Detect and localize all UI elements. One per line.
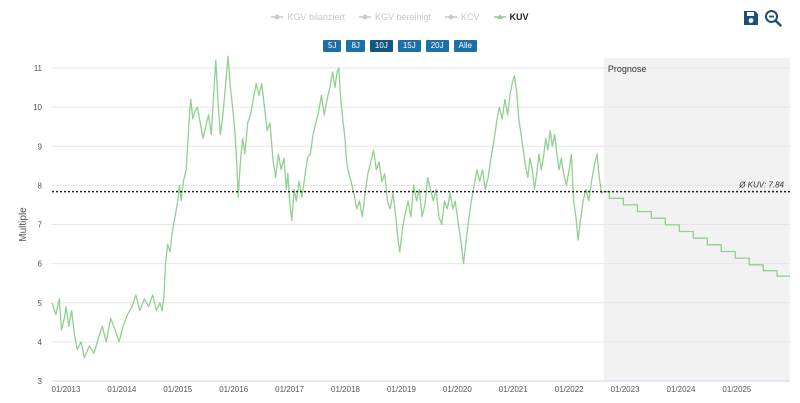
x-tick-label: 01/2013 [52,385,81,394]
floppy-disk-icon[interactable] [742,9,760,27]
x-tick-label: 01/2025 [722,385,751,394]
legend-marker-icon [493,14,506,19]
series-group [51,55,790,359]
kuv-forecast-line [603,190,790,277]
legend-label: KGV bilanziert [287,12,345,22]
x-tick-label: 01/2014 [107,385,136,394]
y-tick-label: 6 [38,260,43,269]
y-tick-label: 5 [38,299,43,308]
x-tick-label: 01/2024 [667,385,696,394]
range-button-alle[interactable]: Alle [453,40,477,52]
x-tick-label: 01/2022 [555,385,584,394]
x-tick-label: 01/2019 [387,385,416,394]
y-tick-label: 11 [34,64,43,73]
forecast-label: Prognose [608,64,647,74]
y-tick-label: 7 [38,221,43,230]
y-tick-label: 8 [38,181,43,190]
legend-label: KUV [509,12,529,22]
x-tick-label: 01/2020 [443,385,472,394]
chart-legend: KGV bilanziert KGV bereinigt KCV KUV [0,10,800,24]
range-button-15j[interactable]: 15J [397,40,421,52]
y-grid [52,67,790,343]
average-label: Ø KUV: 7.84 [738,181,784,190]
x-tick-label: 01/2017 [275,385,304,394]
legend-item-kgv-bereinigt[interactable]: KGV bereinigt [358,10,432,24]
y-axis-ticks: 3 4 5 6 7 8 9 10 11 [33,64,42,386]
legend-marker-icon [358,14,371,20]
forecast-region [603,58,790,381]
y-tick-label: 9 [38,142,43,151]
legend-marker-icon [271,14,284,20]
range-button-5j[interactable]: 5J [323,40,342,52]
legend-label: KCV [461,12,480,22]
legend-item-kcv[interactable]: KCV [445,10,480,24]
x-axis-ticks: 01/2013 01/2014 01/2015 01/2016 01/2017 01/20… [52,385,752,394]
legend-item-kuv[interactable]: KUV [493,10,529,24]
kuv-history-line [51,55,605,359]
range-button-10j[interactable]: 10J [369,40,393,52]
x-tick-label: 01/2023 [611,385,640,394]
range-button-20j[interactable]: 20J [425,40,449,52]
zoom-out-icon[interactable] [764,9,782,27]
chart-tools [742,9,782,27]
legend-item-kgv-bilanziert[interactable]: KGV bilanziert [271,10,345,24]
y-axis-label: Multiple [18,207,29,242]
y-tick-label: 4 [38,338,43,347]
x-tick-label: 01/2021 [499,385,528,394]
range-selector: 5J 8J 10J 15J 20J Alle [0,40,800,52]
x-tick-label: 01/2015 [163,385,192,394]
x-tick-label: 01/2016 [219,385,248,394]
y-tick-label: 10 [33,103,42,112]
x-tick-label: 01/2018 [331,385,360,394]
legend-label: KGV bereinigt [374,12,432,22]
legend-marker-icon [445,14,458,20]
y-tick-label: 3 [38,377,43,386]
range-button-8j[interactable]: 8J [346,40,365,52]
